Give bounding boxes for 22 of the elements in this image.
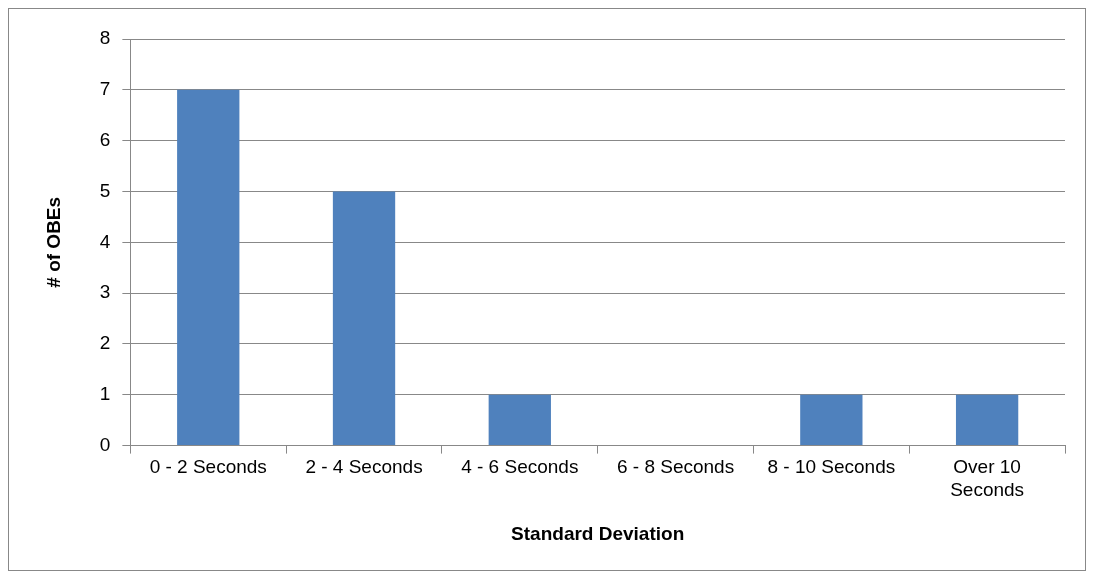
bar xyxy=(955,394,1019,446)
y-tick-label: 8 xyxy=(99,27,111,49)
bar xyxy=(800,394,863,446)
bar xyxy=(177,89,240,446)
x-axis-title: Standard Deviation xyxy=(511,522,685,544)
y-tick-label: 0 xyxy=(99,433,111,455)
y-tick-label: 4 xyxy=(99,230,111,252)
y-tick-label: 7 xyxy=(99,78,111,100)
bar xyxy=(488,394,551,446)
x-tick-label: 0 - 2 Seconds xyxy=(149,456,267,478)
x-tick-label: 6 - 8 Seconds xyxy=(616,456,735,478)
y-tick-label: 6 xyxy=(99,128,111,150)
y-tick-label: 3 xyxy=(99,281,111,303)
y-tick-label: 1 xyxy=(99,383,111,405)
y-tick-label: 2 xyxy=(99,332,111,354)
x-tick-label: 4 - 6 Seconds xyxy=(461,456,579,478)
bar xyxy=(332,191,396,446)
x-tick-label: Over 10 Seconds xyxy=(950,456,1025,501)
x-tick-label: 2 - 4 Seconds xyxy=(305,456,423,478)
y-axis-title: # of OBEs xyxy=(42,196,64,288)
x-tick-label: 8 - 10 Seconds xyxy=(767,456,896,478)
y-tick-label: 5 xyxy=(99,179,111,201)
